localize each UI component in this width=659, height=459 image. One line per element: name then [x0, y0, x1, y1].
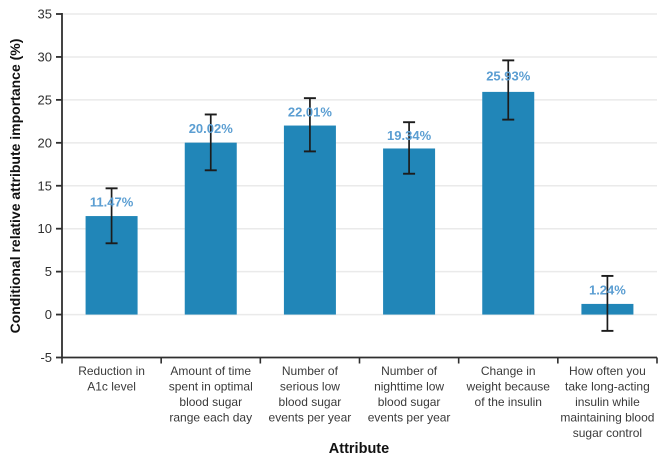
y-tick-label: -5	[40, 350, 52, 365]
y-tick-label: 5	[45, 264, 52, 279]
category-label-line: insulin while	[575, 395, 640, 409]
category-label: Amount of time spent in optimal blood suga…	[169, 364, 253, 425]
category-label-line: Reduction in	[78, 364, 145, 378]
category-label-line: Number of	[282, 364, 339, 378]
bar-value-label: 1.24%	[589, 282, 626, 297]
bars	[85, 91, 634, 315]
category-label-line: of the insulin	[475, 395, 542, 409]
bar-value-label: 11.47%	[90, 195, 134, 210]
category-label-line: range each day	[169, 411, 252, 425]
bar-value-label: 20.02%	[189, 121, 234, 136]
value-labels: 11.47% 20.02% 22.01% 19.34% 25.93% 1.24%	[90, 69, 626, 298]
category-label-line: spent in optimal	[169, 380, 253, 394]
bar-value-label: 22.01%	[288, 104, 333, 119]
category-label-line: A1c level	[87, 380, 136, 394]
category-label-line: Number of	[381, 364, 438, 378]
category-label: Reduction in A1c level	[78, 364, 145, 394]
category-label-line: blood sugar	[279, 395, 342, 409]
bar	[283, 125, 336, 315]
category-label: Change in weight because of the insulin	[466, 364, 551, 409]
axes: -5 0 5 10 15 20 25 30 35	[38, 7, 658, 365]
y-tick-label: 20	[38, 135, 52, 150]
category-label-line: events per year	[368, 411, 451, 425]
y-tick-label: 15	[38, 178, 52, 193]
bar	[383, 148, 436, 315]
category-label-line: Change in	[481, 364, 536, 378]
category-labels: Reduction in A1c level Amount of time spent…	[78, 364, 654, 440]
category-label: Number of serious low blood sugar events pe…	[269, 364, 352, 425]
category-label-line: serious low	[280, 380, 340, 394]
category-label-line: take long-acting	[565, 380, 650, 394]
category-label: Number of nighttime low blood sugar events …	[368, 364, 451, 425]
category-label: How often you take long-acting insulin whi…	[560, 364, 654, 440]
category-label-line: blood sugar	[378, 395, 441, 409]
category-label-line: weight because	[466, 380, 551, 394]
category-label-line: blood sugar	[179, 395, 242, 409]
category-label-line: events per year	[269, 411, 352, 425]
bar	[482, 91, 535, 315]
y-tick-label: 25	[38, 92, 52, 107]
y-tick-label: 35	[38, 7, 52, 22]
bar	[184, 142, 237, 315]
bar-value-label: 25.93%	[486, 69, 531, 84]
error-bars	[105, 59, 614, 332]
category-label-line: maintaining blood	[560, 411, 654, 425]
category-label-line: How often you	[569, 364, 646, 378]
y-tick-label: 10	[38, 221, 52, 236]
y-tick-label: 30	[38, 49, 52, 64]
category-label-line: nighttime low	[374, 380, 444, 394]
category-label-line: sugar control	[573, 426, 642, 440]
y-tick-label: 0	[45, 307, 52, 322]
gridlines	[63, 13, 657, 316]
category-label-line: Amount of time	[170, 364, 251, 378]
y-axis-title: Conditional relative attribute importanc…	[7, 39, 23, 334]
bar-value-label: 19.34%	[387, 128, 432, 143]
x-axis-title: Attribute	[329, 441, 389, 457]
